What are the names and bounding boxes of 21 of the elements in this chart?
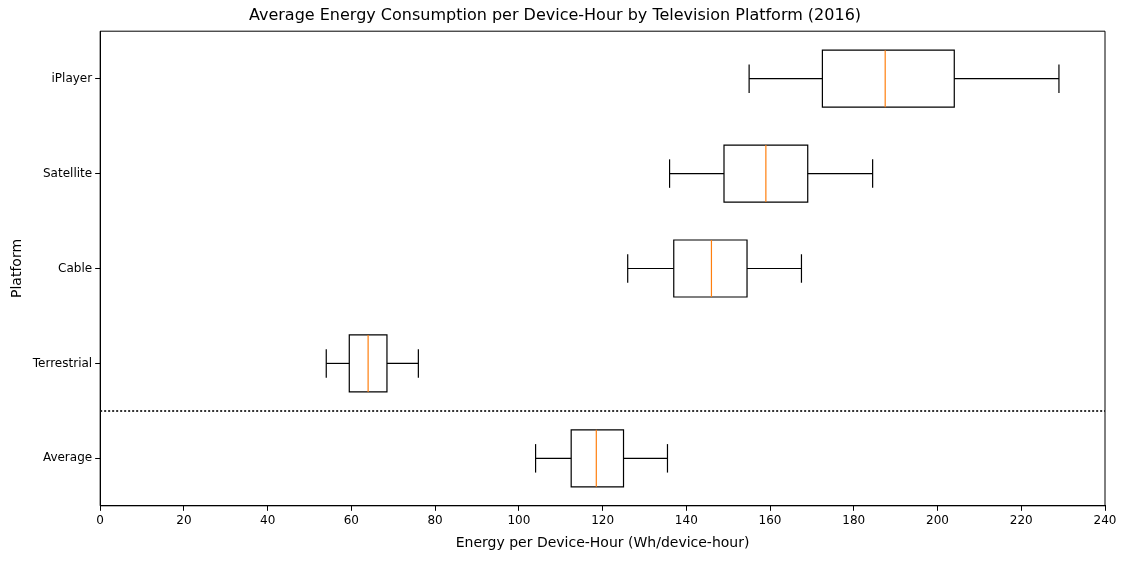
y-tick-label: Terrestrial — [31, 355, 93, 370]
x-tick-label: 100 — [507, 513, 531, 528]
y-axis-title: Platform — [8, 238, 25, 299]
x-tick-label: 160 — [758, 513, 782, 528]
x-tick-label: 240 — [1093, 513, 1117, 528]
x-tick-label: 180 — [842, 513, 866, 528]
x-tick-label: 40 — [259, 513, 276, 528]
y-tick-label: Average — [42, 450, 93, 465]
x-tick-label: 140 — [674, 513, 698, 528]
x-tick-label: 60 — [343, 513, 360, 528]
x-tick-label: 80 — [427, 513, 443, 528]
x-tick-label: 0 — [96, 513, 104, 528]
x-tick-label: 220 — [1009, 513, 1033, 528]
x-tick-label: 20 — [176, 513, 192, 528]
y-tick-label: iPlayer — [51, 70, 93, 85]
x-tick-label: 200 — [926, 513, 949, 528]
chart-title: Average Energy Consumption per Device-Hour by Television Platform (2016) — [248, 4, 862, 24]
x-tick-label: 120 — [591, 513, 615, 528]
y-tick-label: Satellite — [43, 165, 93, 180]
x-axis-title: Energy per Device-Hour (Wh/device-hour) — [455, 534, 750, 551]
y-tick-label: Cable — [58, 260, 93, 275]
